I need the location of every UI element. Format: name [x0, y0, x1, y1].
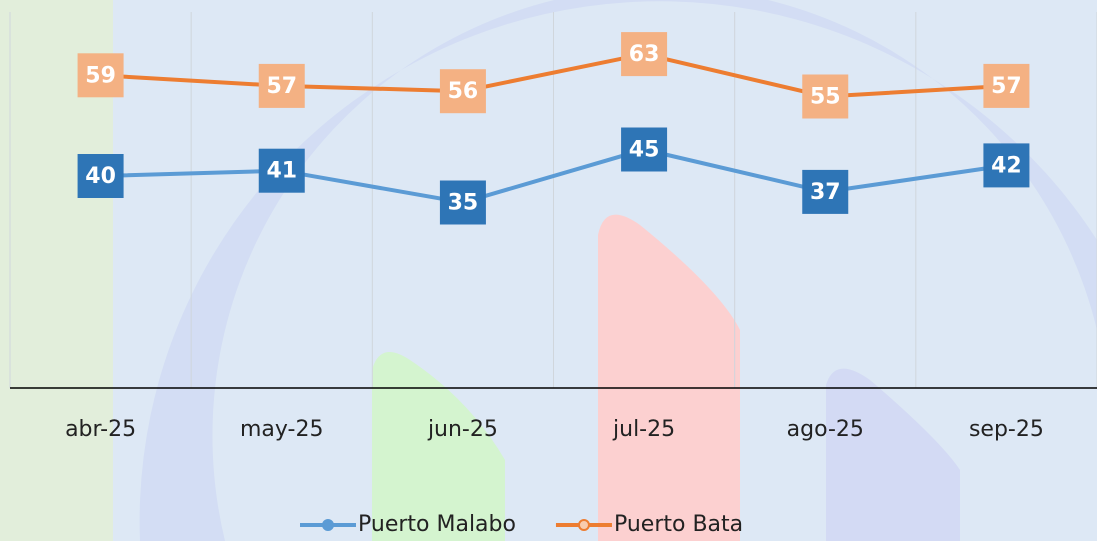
- legend-label: Puerto Bata: [614, 512, 743, 537]
- data-label: 57: [266, 74, 297, 99]
- chart: abr-25 may-25 jun-25 jul-25 ago-25 sep-25 40 41…: [0, 0, 1097, 541]
- legend-marker: [579, 520, 589, 530]
- x-tick-label: jul-25: [612, 417, 675, 442]
- data-label: 45: [629, 138, 660, 163]
- x-tick-label: may-25: [240, 417, 323, 442]
- data-label: 59: [85, 63, 116, 88]
- data-label: 55: [810, 85, 841, 110]
- data-label: 40: [85, 164, 116, 189]
- legend-label: Puerto Malabo: [358, 512, 516, 537]
- x-tick-label: jun-25: [427, 417, 498, 442]
- legend-marker: [323, 520, 333, 530]
- data-label: 63: [629, 42, 660, 67]
- x-tick-label: abr-25: [65, 417, 136, 442]
- data-label: 37: [810, 180, 841, 205]
- x-tick-label: ago-25: [787, 417, 864, 442]
- data-label: 57: [991, 74, 1022, 99]
- data-label: 42: [991, 153, 1022, 178]
- data-label: 56: [448, 79, 479, 104]
- data-label: 41: [266, 159, 297, 184]
- data-label: 35: [448, 191, 479, 216]
- x-tick-label: sep-25: [969, 417, 1044, 442]
